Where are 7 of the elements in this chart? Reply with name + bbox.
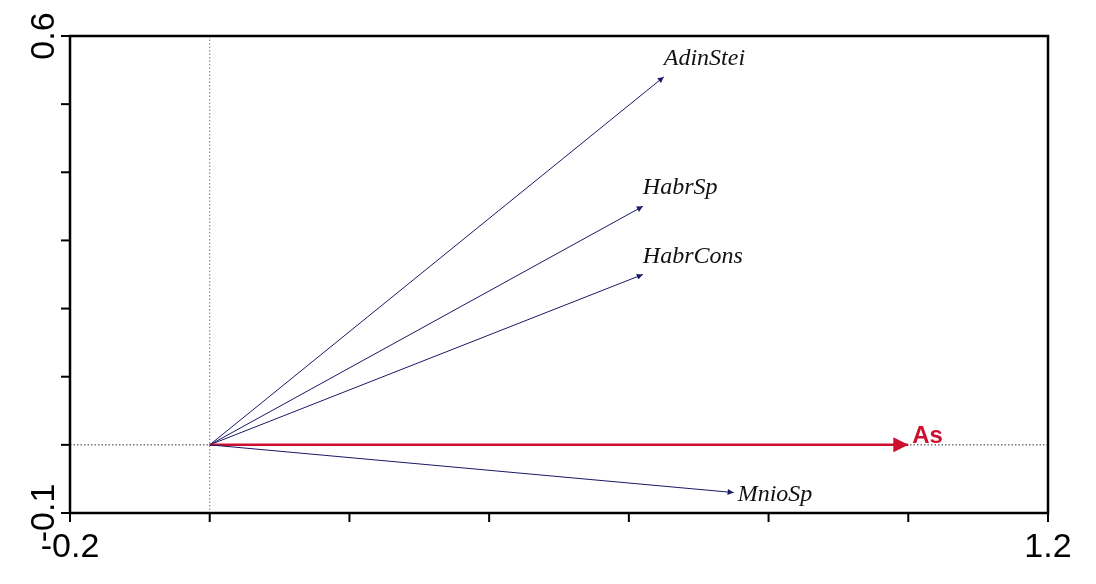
series-label: MnioSp: [736, 479, 813, 506]
y-tick-label: 0.6: [23, 12, 61, 60]
series-label: HabrSp: [641, 173, 718, 200]
series-label: HabrCons: [641, 241, 743, 268]
x-tick-label: 1.2: [1024, 526, 1072, 564]
series-label: AdinStei: [661, 43, 746, 70]
series-label: As: [912, 420, 943, 448]
